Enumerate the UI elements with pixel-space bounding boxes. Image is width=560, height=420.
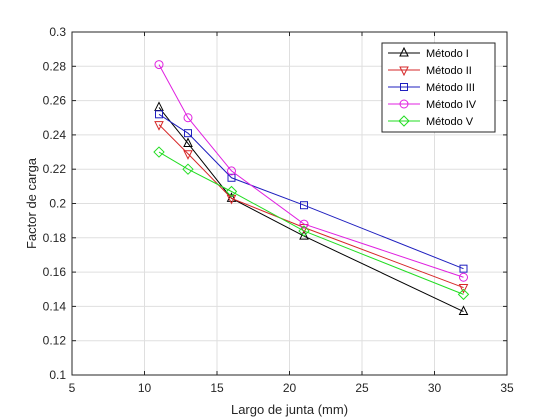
series-5 <box>153 146 470 301</box>
data-point <box>227 173 236 182</box>
y-tick-label: 0.16 <box>43 265 67 279</box>
series-group <box>153 60 470 316</box>
legend-marker <box>399 46 409 57</box>
y-tick-label: 0.22 <box>43 162 67 176</box>
data-point <box>227 166 236 176</box>
data-point <box>226 194 237 205</box>
x-tick-label: 35 <box>500 381 514 395</box>
legend-label: Método IV <box>426 99 477 111</box>
x-tick-label: 20 <box>283 381 297 395</box>
data-point <box>155 110 163 119</box>
data-point <box>153 146 165 158</box>
data-point <box>183 137 193 147</box>
series-line <box>158 113 464 270</box>
y-tick-label: 0.1 <box>49 368 66 382</box>
y-tick-label: 0.12 <box>43 334 67 348</box>
data-point <box>300 201 308 210</box>
series-3 <box>155 110 468 273</box>
x-tick-label: 15 <box>210 381 224 395</box>
legend-item: Método III <box>388 82 475 94</box>
data-point <box>459 272 468 282</box>
series-line <box>158 64 464 278</box>
data-point <box>458 284 469 294</box>
data-point <box>226 192 237 202</box>
legend: Método I Método II Método III Método IV Méto… <box>381 42 496 133</box>
legend-item: Método II <box>388 65 472 77</box>
axis-ticks: 5 10 15 20 25 30 35 0.1 0.12 0.14 0.16 0.18 0.2 0.22 0… <box>43 25 514 395</box>
y-tick-label: 0.26 <box>43 94 67 108</box>
legend-item: Método I <box>388 46 469 60</box>
data-point <box>154 60 164 70</box>
data-point <box>299 229 309 240</box>
data-point <box>459 264 468 273</box>
y-tick-label: 0.18 <box>43 231 67 245</box>
data-point <box>182 163 194 175</box>
x-axis-title: Largo de junta (mm) <box>231 402 348 417</box>
legend-marker <box>399 99 409 109</box>
legend-item: Método IV <box>388 99 477 111</box>
data-point <box>299 219 309 229</box>
legend-marker <box>398 115 410 127</box>
x-tick-label: 10 <box>138 381 152 395</box>
legend-marker <box>399 66 409 77</box>
data-point <box>298 225 310 237</box>
y-axis-title: Factor de carga <box>24 157 39 249</box>
y-tick-label: 0.3 <box>49 25 66 39</box>
y-tick-label: 0.2 <box>49 197 66 211</box>
legend-label: Método II <box>426 65 472 77</box>
data-point <box>458 305 469 316</box>
series-line <box>158 151 464 295</box>
data-point <box>457 288 470 301</box>
data-point <box>225 185 238 198</box>
series-4 <box>154 60 468 282</box>
legend-label: Método I <box>426 48 469 60</box>
data-point <box>154 121 164 131</box>
y-tick-label: 0.14 <box>43 299 67 313</box>
legend-marker <box>400 83 408 91</box>
legend-label: Método V <box>426 116 474 128</box>
legend-label: Método III <box>426 82 475 94</box>
series-line <box>158 124 464 289</box>
x-tick-label: 25 <box>355 381 369 395</box>
y-tick-label: 0.28 <box>43 59 67 73</box>
data-point <box>183 113 193 123</box>
data-point <box>183 150 193 160</box>
x-tick-label: 30 <box>428 381 442 395</box>
x-tick-label: 5 <box>69 381 76 395</box>
data-point <box>184 129 192 138</box>
y-tick-label: 0.24 <box>43 128 67 142</box>
legend-item: Método V <box>388 115 474 128</box>
